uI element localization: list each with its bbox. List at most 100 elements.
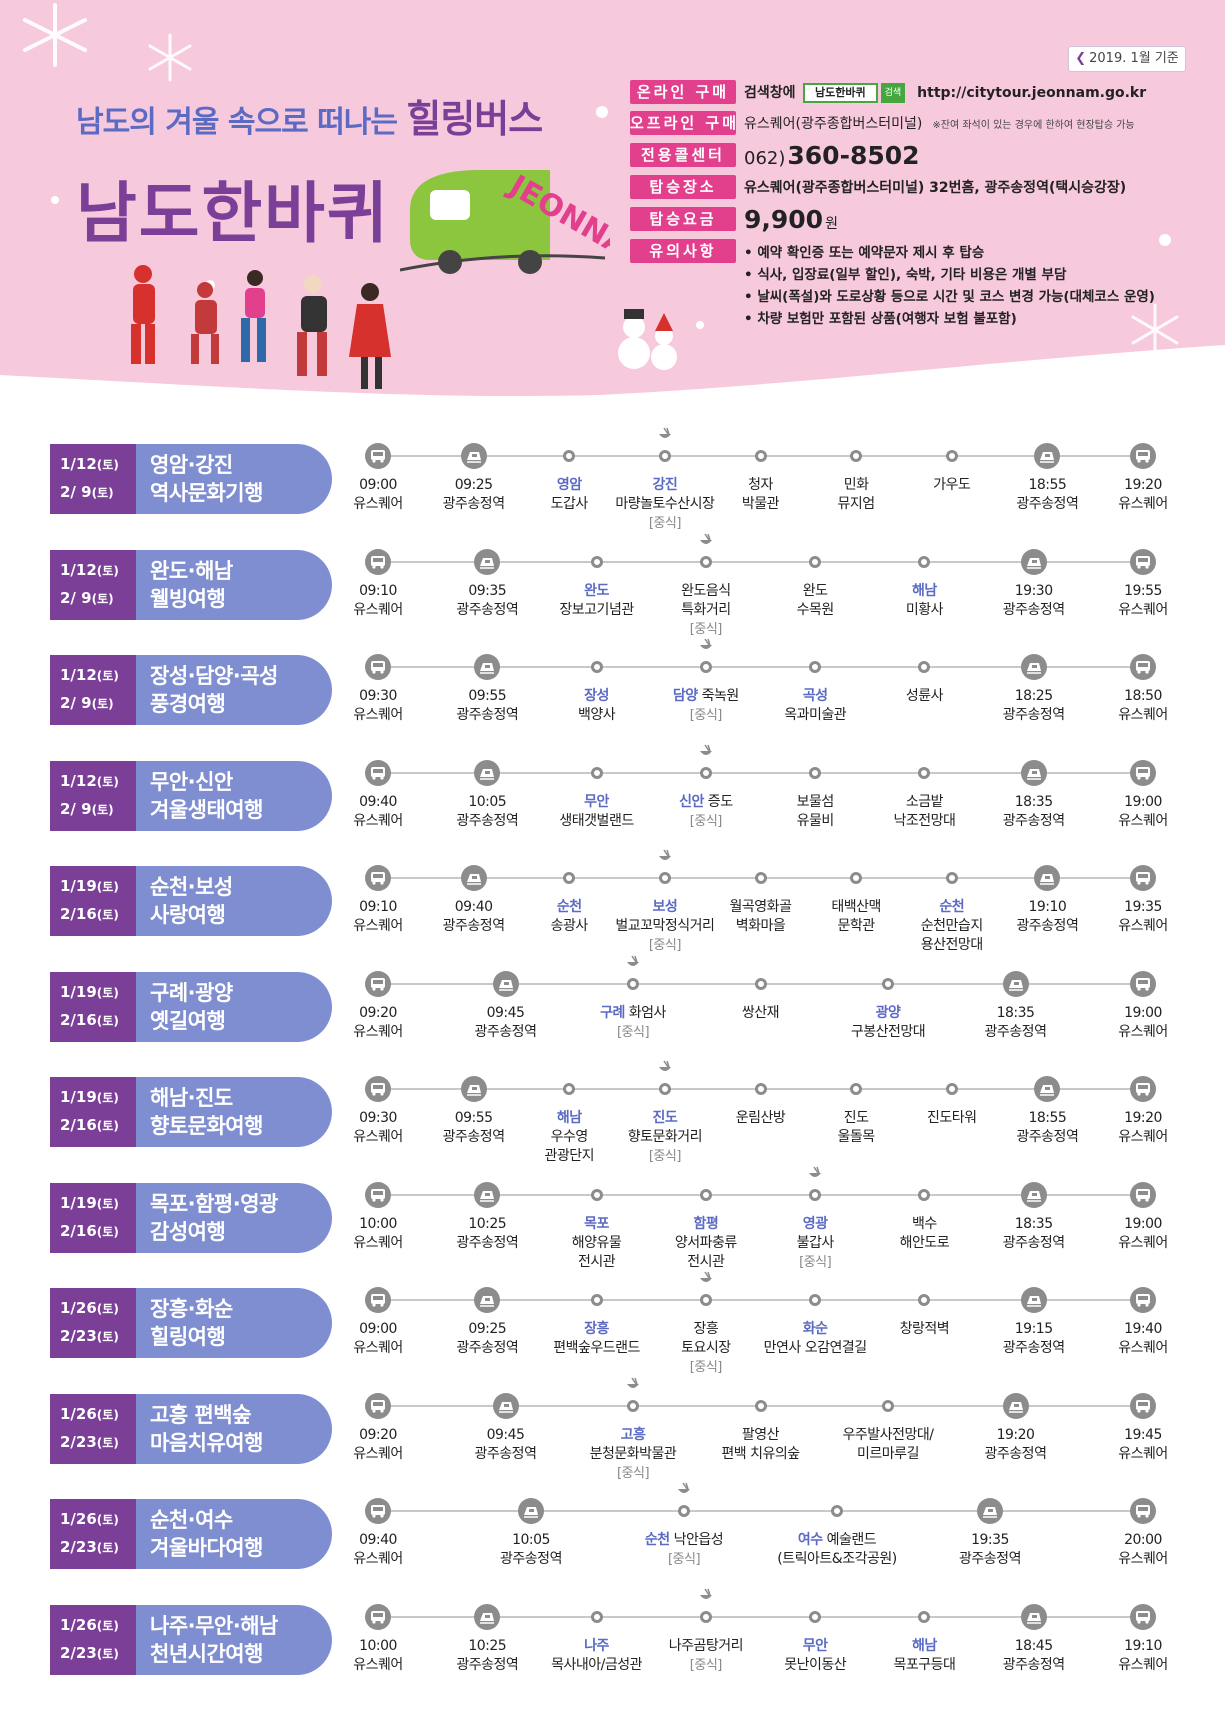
stop-label: 월곡영화골 벽화마을	[681, 898, 841, 936]
stop-time: 09:40	[454, 899, 493, 915]
stop-time: 쌍산재	[741, 1004, 780, 1021]
stop-region-line: 장흥	[517, 1320, 677, 1339]
stop-dot-icon	[590, 1610, 603, 1623]
tour-dates: 1/12(토) 2/ 9(토)	[50, 760, 136, 831]
tour-date: 1/12(토)	[60, 662, 136, 690]
stop-label: 18:45 광주송정역	[954, 1637, 1114, 1675]
bus-icon	[365, 1392, 391, 1419]
day-of-week: (토)	[91, 591, 114, 606]
stop-label: 소금밭 낙조전망대	[844, 793, 1004, 831]
tour-date: 1/19(토)	[60, 979, 136, 1007]
stop-label: 09:45 광주송정역	[426, 1004, 586, 1042]
stop-label: 진도 울돌목	[776, 1109, 936, 1147]
tour-title-line: 힐링여행	[150, 1325, 226, 1349]
date-value: 2/16	[60, 1010, 97, 1029]
stop-region-line: 순천 낙안읍성	[604, 1531, 764, 1550]
stop-time: 09:10	[359, 582, 397, 599]
info-offline: 오프라인 구매 유스퀘어(광주종합버스터미널) ※잔여 좌석이 있는 경우에 한하…	[630, 111, 1135, 135]
stop-label: 09:20 유스퀘어	[298, 1426, 458, 1464]
stop-place: 벌교꼬막정식거리	[615, 918, 715, 934]
stop-label: 성륜사	[844, 687, 1004, 706]
stop-dot-icon	[627, 1399, 639, 1412]
stop-label: 10:00 유스퀘어	[298, 1637, 458, 1675]
stop-label: 구례 화엄사 [중식]	[553, 1004, 713, 1042]
stop-region: 목포	[584, 1215, 609, 1232]
stop-place: 편백숲우드랜드	[553, 1340, 640, 1356]
stop-time: 18:45	[1014, 1637, 1053, 1654]
stop-label: 순천 낙안읍성 [중식]	[604, 1531, 764, 1569]
stop-place: 광주송정역	[442, 918, 505, 934]
tour-date: 1/12(토)	[60, 557, 136, 585]
stop-time: 19:20	[1124, 477, 1162, 493]
stop-label: 진도 향토문화거리 [중식]	[585, 1109, 745, 1166]
stop-place: 유스퀘어	[1118, 601, 1168, 618]
stop-time: 백수	[912, 1215, 937, 1232]
tour-row: 해남·진도 향토문화여행 1/19(토) 2/16(토) 09:30 유스퀘어 09:55 광…	[0, 1060, 1225, 1177]
route-line	[378, 1299, 1143, 1301]
tour-title-line: 무안·신안	[150, 769, 233, 794]
stop-region-line: 영암	[489, 476, 649, 495]
tour-date: 2/ 9(토)	[60, 585, 136, 613]
tour-title: 나주·무안·해남 천년시간여행	[50, 1605, 332, 1675]
stop-label: 09:10 유스퀘어	[298, 898, 458, 936]
day-of-week: (토)	[96, 1541, 119, 1555]
stop-region: 영광	[802, 1215, 828, 1232]
tour-row: 완도·해남 웰빙여행 1/12(토) 2/ 9(토) 09:10 유스퀘어 09:35 광주송…	[0, 533, 1225, 650]
tour-title: 완도·해남 웰빙여행	[50, 550, 332, 620]
meal-bowl-icon	[658, 1059, 672, 1073]
date-value: 2/23	[60, 1432, 97, 1451]
stop-label: 신안 증도 [중식]	[626, 793, 786, 831]
stop-place: 광주송정역	[456, 1340, 519, 1356]
stop-time: 10:00	[359, 1215, 397, 1232]
stop-label: 청자 박물관	[681, 476, 841, 514]
stop-label: 해남 목포구등대	[844, 1637, 1004, 1675]
tour-dates: 1/26(토) 2/23(토)	[50, 1604, 136, 1675]
people-illustration	[131, 265, 391, 389]
search-box: 남도한바퀴	[802, 82, 878, 103]
lunch-tag: [중식]	[799, 1254, 832, 1270]
stop-place: 유스퀘어	[353, 1340, 403, 1356]
train-icon	[1020, 548, 1047, 575]
stop-place: 미르마루길	[857, 1445, 919, 1462]
stop-time: 09:25	[468, 1321, 507, 1337]
bus-icon	[365, 865, 391, 891]
day-of-week: (토)	[96, 458, 119, 472]
tour-dates: 1/19(토) 2/16(토)	[50, 1182, 136, 1253]
stop-place: 마량놀토수산시장	[615, 496, 715, 512]
site-url[interactable]: http://citytour.jeonnam.go.kr	[917, 84, 1147, 101]
tour-title: 구례·광양 옛길여행	[50, 972, 332, 1042]
stop-dot-icon	[563, 1083, 576, 1095]
lunch-tag: [중식]	[689, 1360, 723, 1375]
stop-label: 10:25 광주송정역	[407, 1215, 567, 1253]
tour-title-pill: 장흥·화순 힐링여행 1/26(토) 2/23(토)	[50, 1288, 332, 1358]
tour-title: 순천·보성 사랑여행	[50, 866, 332, 936]
tour-row: 영암·강진 역사문화기행 1/12(토) 2/ 9(토) 09:00 유스퀘어 09:25 광…	[0, 427, 1225, 544]
date-value: 1/26	[60, 1404, 97, 1423]
stop-place: 향토문화거리	[627, 1129, 703, 1145]
stop-dot-icon	[754, 872, 767, 884]
day-of-week: (토)	[96, 880, 119, 894]
route-line	[378, 560, 1143, 563]
tour-title-line: 웰빙여행	[150, 586, 226, 611]
tour-title-pill: 구례·광양 옛길여행 1/19(토) 2/16(토)	[50, 971, 332, 1042]
stop-place: 광주송정역	[959, 1551, 1021, 1567]
stop-label: 화순 만연사 오감연결길	[735, 1320, 895, 1358]
stop-place: 양서파충류	[674, 1234, 737, 1251]
lunch-tag: [중식]	[667, 1552, 701, 1567]
day-of-week: (토)	[96, 1013, 119, 1028]
tour-title: 영암·강진 역사문화기행	[50, 444, 332, 514]
lunch-tag: [중식]	[689, 708, 723, 723]
stop-dot-icon	[918, 1294, 931, 1306]
date-value: 2/ 9	[60, 483, 92, 501]
stop-region-line: 여수 예술랜드	[757, 1531, 917, 1550]
stop-region: 고흥	[620, 1426, 646, 1443]
day-of-week: (토)	[96, 1224, 119, 1239]
tour-title-line: 장성·담양·곡성	[150, 664, 278, 688]
stop-time: 09:55	[468, 688, 507, 704]
train-icon	[977, 1498, 1003, 1524]
stop-place: 분청문화박물관	[589, 1445, 677, 1462]
stop-label: 09:35 광주송정역	[407, 582, 567, 620]
stop-dot-icon	[809, 1294, 822, 1306]
stop-label: 태백산맥 문학관	[776, 898, 936, 936]
tour-dates: 1/26(토) 2/23(토)	[50, 1288, 136, 1358]
